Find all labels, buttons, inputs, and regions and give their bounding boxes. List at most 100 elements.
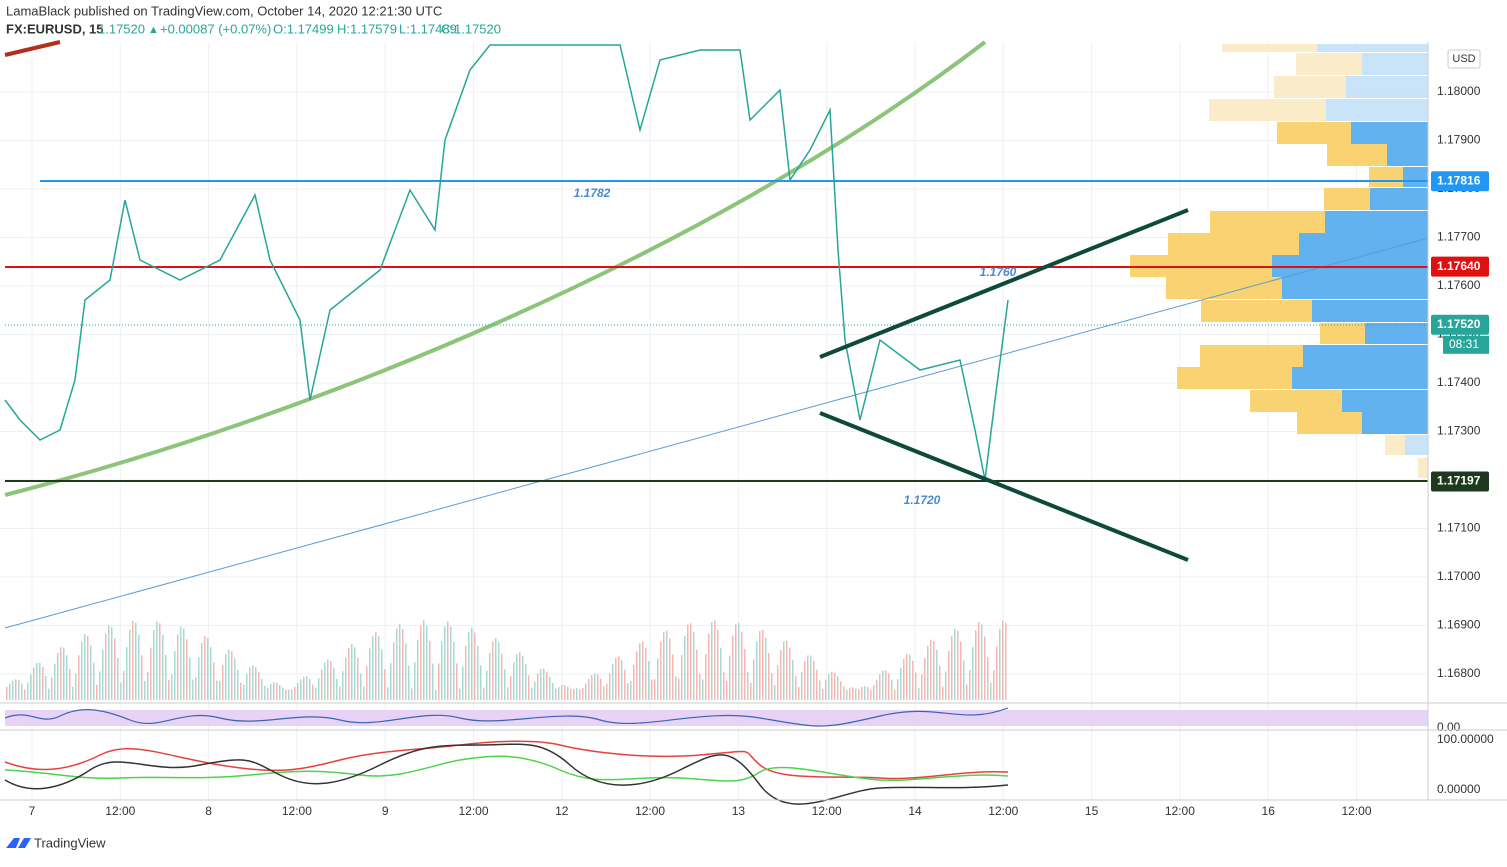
volume-bar xyxy=(336,679,338,700)
volume-bar xyxy=(705,653,707,700)
volume-bar xyxy=(54,663,56,700)
volume-bar xyxy=(39,662,41,700)
volume-bar xyxy=(132,620,134,700)
volume-bar xyxy=(918,688,920,700)
volume-bar xyxy=(837,676,839,700)
volume-bar xyxy=(528,675,530,700)
volume-bar xyxy=(96,684,98,700)
volume-bar xyxy=(168,679,170,700)
volume-bar xyxy=(999,628,1001,700)
volume-bar xyxy=(912,660,914,700)
volume-bar xyxy=(30,674,32,700)
volume-bar xyxy=(237,669,239,700)
volume-bar xyxy=(960,641,962,700)
volume-bar xyxy=(477,645,479,700)
volume-bar xyxy=(537,673,539,700)
volume-bar xyxy=(891,679,893,700)
volume-bar xyxy=(342,671,344,700)
volume-bar xyxy=(945,671,947,700)
volume-bar xyxy=(435,689,437,700)
price-tick-label: 1.17300 xyxy=(1437,424,1481,438)
volume-bar xyxy=(798,687,800,700)
volume-bar xyxy=(639,643,641,700)
volume-bar xyxy=(1002,620,1004,700)
volume-bar xyxy=(363,686,365,700)
time-tick-label: 12 xyxy=(555,804,569,818)
volume-bar xyxy=(921,674,923,700)
volume-bar xyxy=(390,663,392,700)
volume-bar xyxy=(654,679,656,700)
volume-bar xyxy=(384,669,386,700)
logo[interactable] xyxy=(6,838,31,848)
volume-bar xyxy=(855,688,857,700)
price-tag-label: 1.17640 xyxy=(1437,259,1481,273)
volume-bar xyxy=(27,682,29,700)
volume-bars xyxy=(6,620,1007,700)
volume-bar xyxy=(198,657,200,700)
volume-bar xyxy=(36,663,38,700)
annotation: 1.1720 xyxy=(904,493,941,507)
volume-bar xyxy=(501,653,503,700)
volume-bar xyxy=(885,670,887,700)
volume-bar xyxy=(474,632,476,700)
volume-bar xyxy=(555,688,557,700)
volume-bar xyxy=(219,680,221,700)
volume-bar xyxy=(636,651,638,700)
volume-bar xyxy=(846,689,848,700)
last-price: 1.17520 xyxy=(98,21,145,36)
volume-bar xyxy=(414,662,416,700)
volume-bar xyxy=(831,671,833,700)
volume-bar xyxy=(72,686,74,700)
volume-bar xyxy=(633,664,635,700)
volume-bar xyxy=(393,642,395,700)
volume-bar xyxy=(678,678,680,700)
volume-bar xyxy=(519,652,521,700)
countdown: 08:31 xyxy=(1449,337,1479,351)
channel-line xyxy=(819,411,1189,562)
volume-bar xyxy=(621,660,623,700)
countdown-tag xyxy=(1443,335,1489,354)
currency-button[interactable] xyxy=(1447,49,1481,69)
price-tick-label: 1.17900 xyxy=(1437,133,1481,147)
currency[interactable]: USD xyxy=(1452,53,1475,65)
volume-bar xyxy=(144,680,146,700)
price-series xyxy=(4,44,1009,481)
volume-bar xyxy=(816,669,818,700)
moving-average-red xyxy=(4,40,61,57)
volume-bar xyxy=(495,638,497,700)
volume-bar xyxy=(507,687,509,700)
volume-bar xyxy=(924,658,926,700)
volume-bar xyxy=(753,659,755,700)
volume-bar xyxy=(33,667,35,700)
volume-bar xyxy=(99,671,101,700)
price-tick-label: 1.17700 xyxy=(1437,230,1481,244)
price-tick-label: 1.18000 xyxy=(1437,84,1481,98)
volume-bar xyxy=(411,688,413,700)
volume-bar xyxy=(378,636,380,700)
volume-bar xyxy=(552,683,554,700)
volume-bar xyxy=(765,637,767,700)
price-tag-label: 1.17816 xyxy=(1437,173,1481,187)
volume-bar xyxy=(864,686,866,700)
volume-bar xyxy=(546,671,548,700)
volume-bar xyxy=(405,643,407,700)
footer-brand[interactable]: TradingView xyxy=(34,835,106,850)
volume-bar xyxy=(951,636,953,700)
time-ticks: 7 12:00 8 12:00 9 12:00 12 12:00 13 12:00 14 12:00 1… xyxy=(29,804,1372,818)
volume-bar xyxy=(450,626,452,700)
volume-bar xyxy=(915,672,917,700)
volume-bar xyxy=(282,687,284,700)
volume-bar xyxy=(618,656,620,700)
volume-bar xyxy=(459,688,461,700)
volume-bar xyxy=(603,686,605,700)
volume-bar xyxy=(255,667,257,700)
price-tick-label: 1.17600 xyxy=(1437,278,1481,292)
channel-line xyxy=(819,208,1189,359)
volume-bar xyxy=(516,654,518,700)
volume-bar xyxy=(786,640,788,700)
volume-bar xyxy=(186,639,188,700)
volume-bar xyxy=(969,670,971,700)
time-tick-label: 13 xyxy=(732,804,746,818)
stoch-label: 100.00000 xyxy=(1437,732,1494,746)
